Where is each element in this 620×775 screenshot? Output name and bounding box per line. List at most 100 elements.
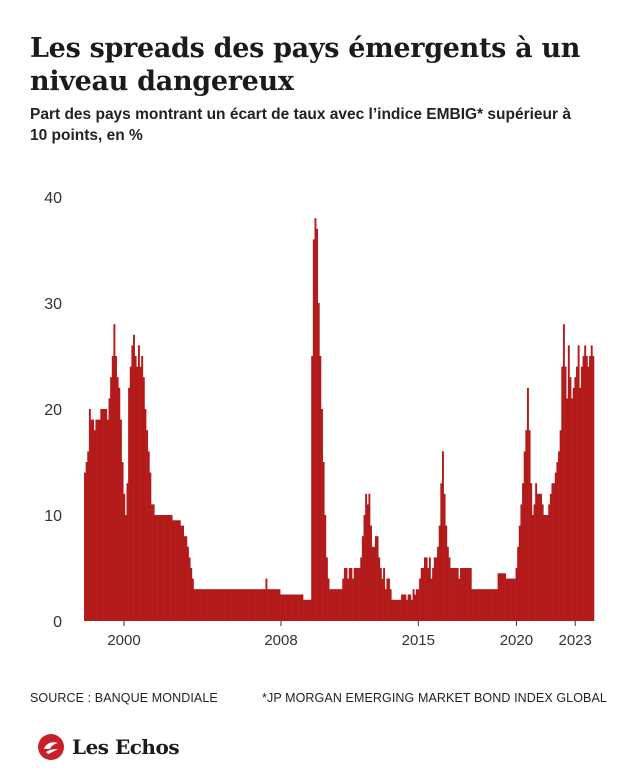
bar [219, 589, 222, 621]
bar [468, 568, 471, 621]
bar [159, 515, 162, 621]
bar [473, 589, 475, 621]
bar [301, 594, 304, 621]
bar [510, 578, 513, 621]
bar [437, 546, 440, 621]
bar [95, 419, 98, 621]
bar [474, 589, 477, 621]
bar [469, 568, 472, 621]
bar [278, 589, 281, 621]
bar [414, 594, 417, 621]
bar [453, 568, 456, 621]
bar [123, 493, 126, 621]
bar [214, 589, 217, 621]
bar [186, 546, 189, 621]
bar [577, 345, 580, 621]
bar [268, 589, 271, 621]
bar [402, 594, 405, 621]
bar [446, 546, 449, 621]
bar [394, 599, 397, 621]
bar [484, 589, 487, 621]
bar [526, 387, 529, 621]
bar [218, 589, 220, 621]
bar-series [84, 218, 595, 622]
bar [476, 589, 479, 621]
bar [191, 578, 194, 621]
bar [242, 589, 245, 621]
bar [193, 589, 196, 621]
bar [471, 589, 474, 621]
bar [553, 483, 556, 621]
bar [513, 578, 516, 621]
bar [134, 356, 137, 621]
bar [335, 589, 338, 621]
bar [160, 515, 163, 621]
bar [494, 589, 497, 621]
bar [422, 568, 425, 621]
bar [358, 568, 361, 621]
bar [257, 589, 260, 621]
bar [361, 536, 364, 621]
bar [285, 594, 287, 621]
bar [311, 356, 314, 621]
bar [177, 520, 180, 621]
bar [451, 568, 454, 621]
brand-name: Les Echos [72, 735, 180, 759]
bar [491, 589, 493, 621]
bar [589, 356, 592, 621]
bar [139, 366, 142, 621]
bar [252, 589, 255, 621]
bar [286, 594, 289, 621]
bar [339, 589, 341, 621]
x-tick-label: 2023 [559, 632, 592, 649]
bar [381, 578, 384, 621]
bar [576, 366, 578, 621]
bar [397, 599, 400, 621]
bar [370, 525, 372, 621]
bar [420, 568, 423, 621]
bar [97, 419, 100, 621]
brand: Les Echos [38, 734, 180, 760]
bar [517, 546, 520, 621]
bar [350, 568, 353, 621]
bar [98, 419, 101, 621]
y-tick-label: 40 [44, 190, 62, 207]
x-tick-label: 2000 [107, 632, 140, 649]
bar [379, 568, 382, 621]
bar [348, 568, 351, 621]
bar [190, 568, 193, 621]
bar [378, 557, 381, 621]
bar [425, 557, 428, 621]
bar [427, 568, 430, 621]
bar [213, 589, 216, 621]
bar [430, 578, 433, 621]
bar [572, 387, 575, 621]
bar [316, 228, 319, 622]
bar [347, 578, 350, 621]
bar [463, 568, 466, 621]
bar [263, 589, 266, 621]
bar [216, 589, 219, 621]
bar [87, 451, 90, 621]
bar [520, 504, 523, 621]
bar [119, 419, 122, 621]
bar [342, 578, 345, 621]
bar [321, 409, 323, 621]
bar [88, 409, 91, 621]
bar [466, 568, 469, 621]
bar [129, 366, 132, 621]
bar [549, 493, 552, 621]
bar [541, 504, 544, 621]
bar [352, 578, 355, 621]
bar [433, 557, 436, 621]
bar [554, 472, 557, 621]
bar [355, 568, 358, 621]
bar [173, 520, 176, 621]
bar [154, 515, 157, 621]
bar [522, 483, 525, 621]
bar [169, 515, 171, 621]
bar [388, 578, 390, 621]
bar [441, 451, 444, 621]
bar [419, 578, 422, 621]
bar [226, 589, 229, 621]
